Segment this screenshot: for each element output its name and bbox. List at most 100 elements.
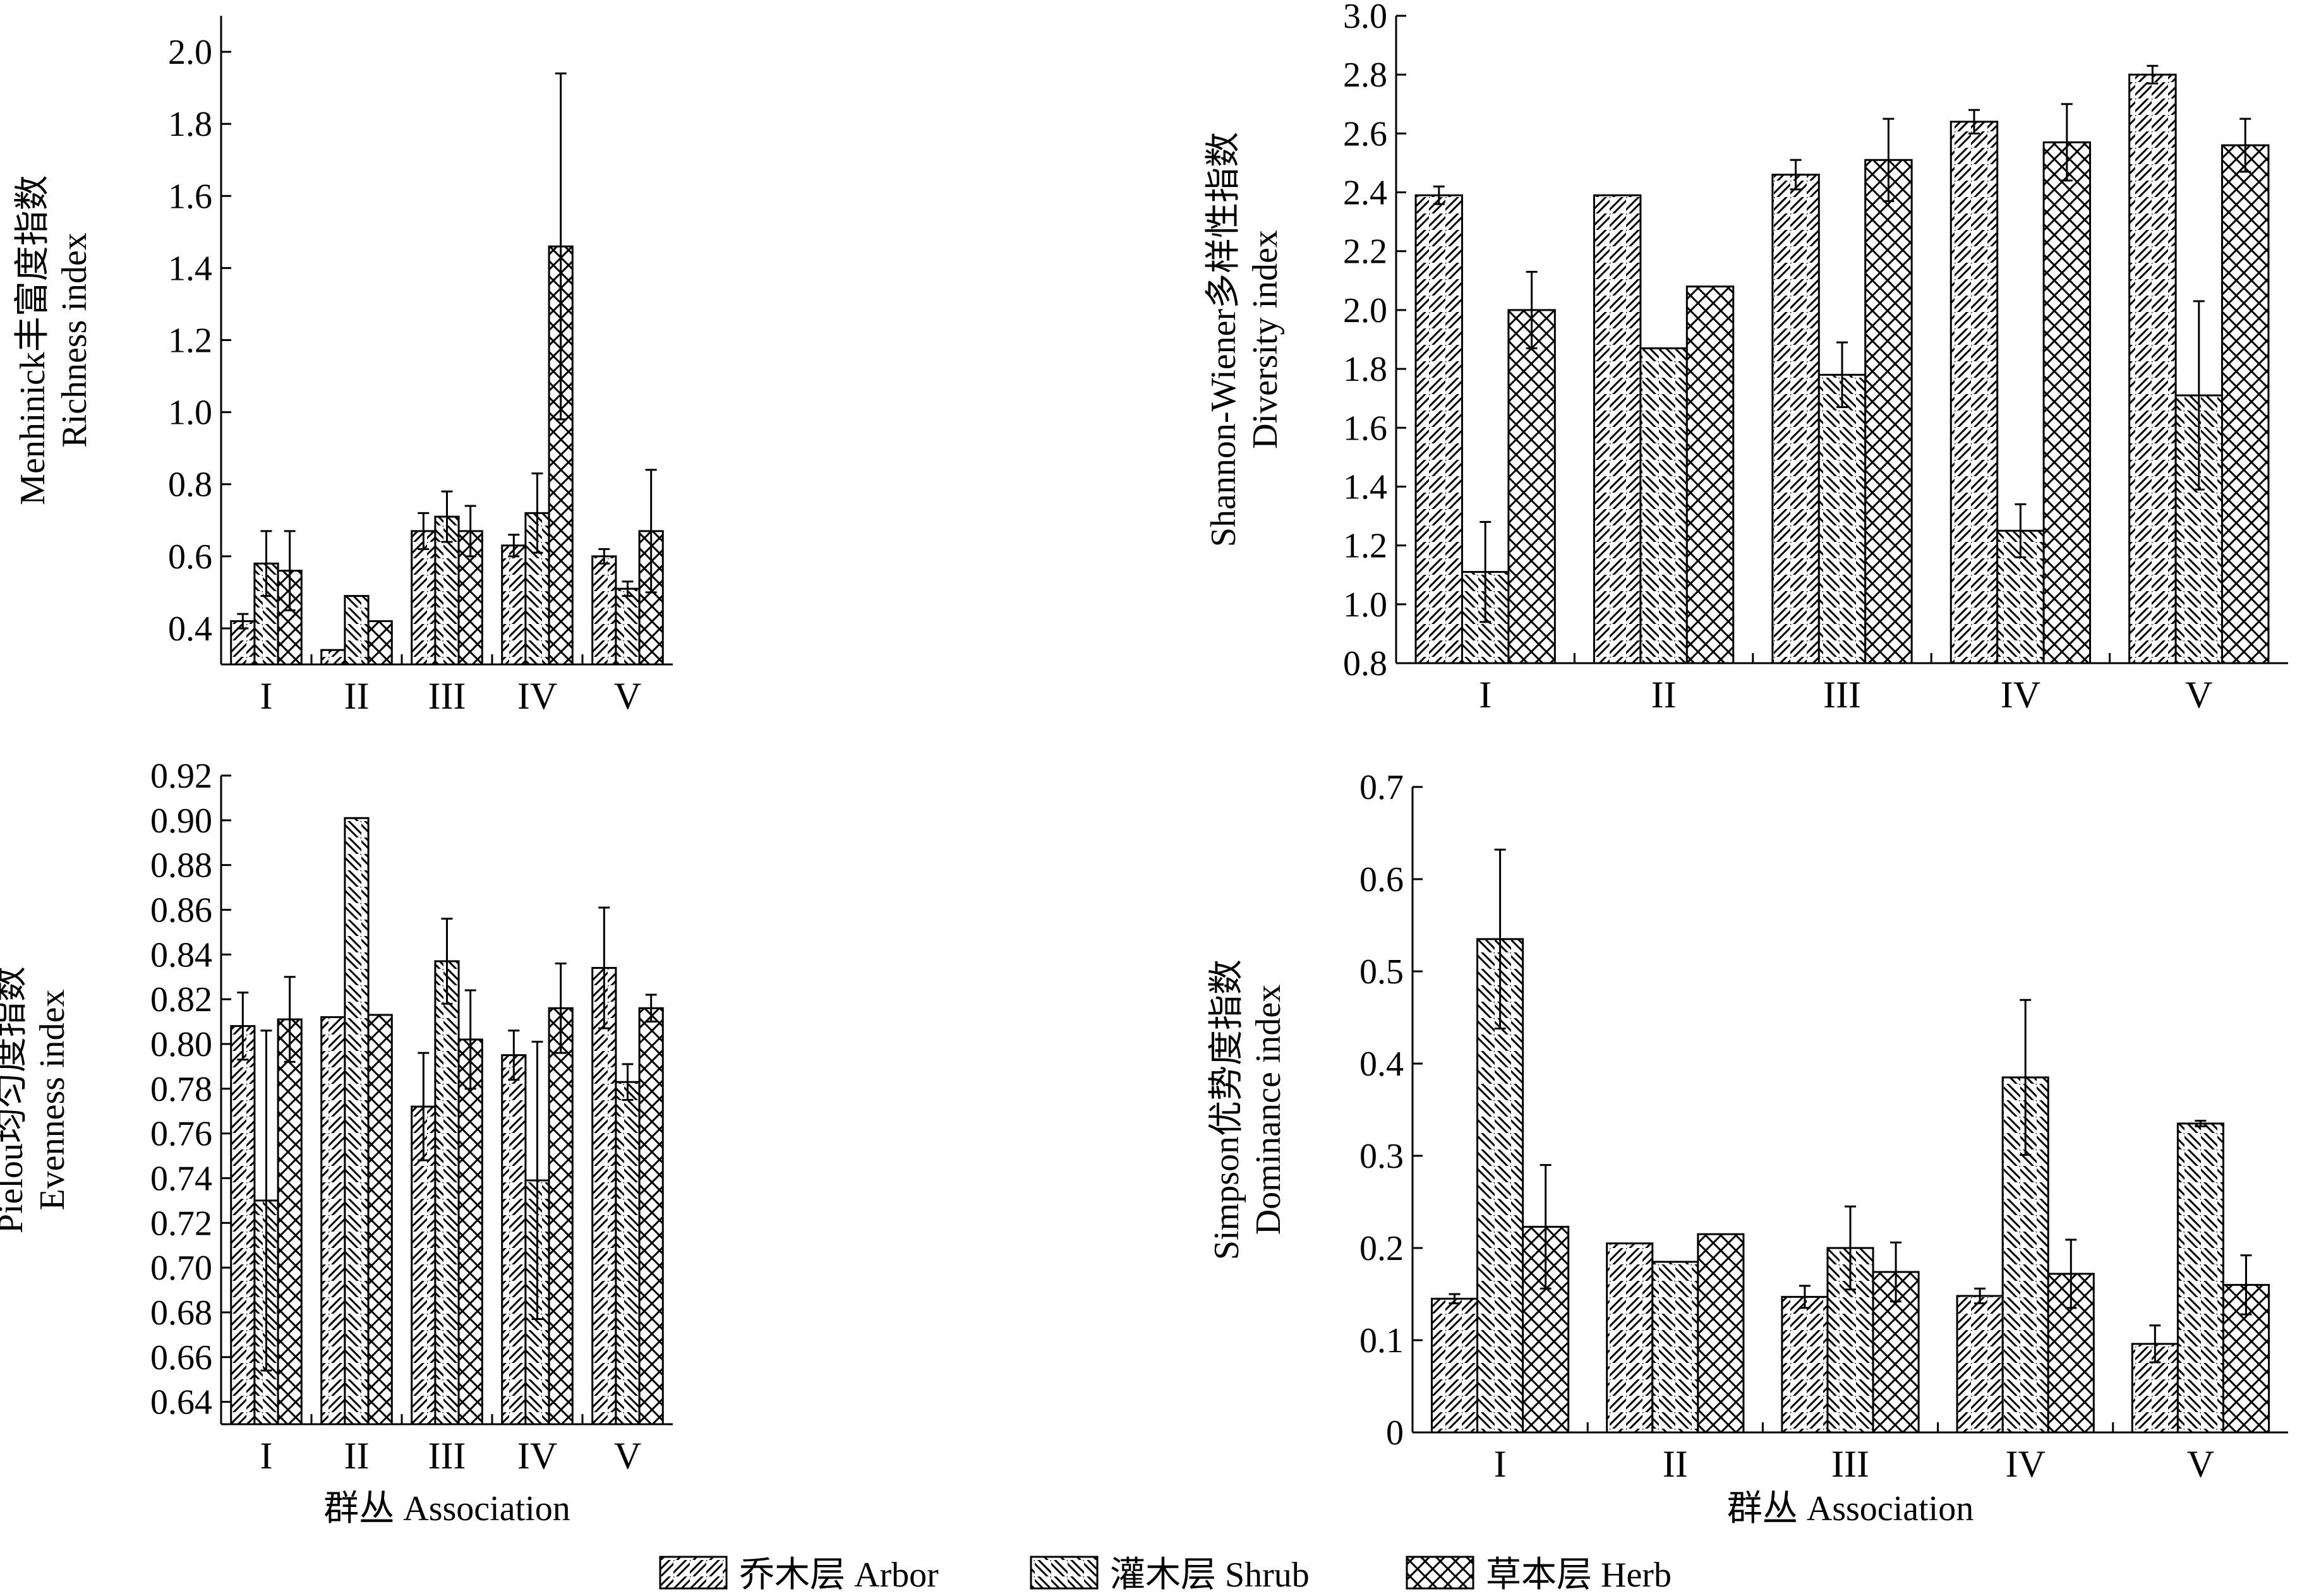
bar-arbor — [1593, 194, 1642, 664]
y-axis-label: Simpson优势度指数Dominance index — [1207, 959, 1288, 1260]
bar-arbor — [591, 967, 617, 1425]
y-tick-label: 3.0 — [1343, 0, 1387, 36]
y-tick-label: 1.2 — [1343, 527, 1387, 566]
bar-shrub — [1651, 1261, 1699, 1434]
bar-arbor — [1430, 1297, 1479, 1434]
y-tick-label: 0.5 — [1359, 952, 1404, 992]
x-axis-label: 群丛 Association — [323, 1489, 570, 1528]
y-axis-label-line: Pielou均匀度指数 — [0, 966, 30, 1233]
bar-herb — [367, 620, 393, 666]
x-tick-label: V — [2187, 1443, 2214, 1485]
bar-arbor — [1781, 1295, 1829, 1434]
y-tick-label: 2.0 — [1343, 291, 1387, 330]
bar-arbor — [320, 1016, 346, 1425]
y-tick-label: 0.86 — [150, 891, 212, 930]
bar-shrub — [344, 817, 370, 1425]
bar-herb — [1697, 1233, 1745, 1434]
y-tick-label: 0.4 — [168, 609, 212, 649]
y-tick-label: 0.84 — [150, 935, 212, 975]
richness-chart: 0.40.60.81.01.21.41.61.82.0I II III IV VMenh… — [13, 16, 673, 717]
y-axis-label: Pielou均匀度指数Evenness index — [0, 966, 72, 1233]
y-axis-label-line: Shannon-Wiener多样性指数 — [1204, 132, 1243, 547]
x-tick-label: V — [2185, 674, 2212, 716]
x-tick-label: III — [428, 675, 466, 717]
bar-arbor — [2128, 73, 2177, 664]
y-tick-label: 0.72 — [150, 1204, 212, 1243]
y-axis-label: Menhinick丰富度指数Richness index — [13, 175, 94, 505]
x-tick-label: I — [1479, 674, 1491, 716]
y-tick-label: 0.92 — [150, 757, 212, 796]
bar-shrub — [615, 587, 641, 666]
legend-swatch-shrub — [1030, 1556, 1099, 1590]
bar-arbor — [1606, 1242, 1654, 1434]
y-tick-label: 2.6 — [1343, 114, 1387, 153]
bar-herb — [548, 1007, 574, 1425]
x-tick-label: III — [428, 1435, 466, 1477]
bar-herb — [457, 1038, 483, 1425]
y-tick-label: 0.76 — [150, 1115, 212, 1154]
y-axis-label-line: Dominance index — [1249, 985, 1288, 1235]
bar-herb — [277, 1018, 303, 1425]
bar-arbor — [320, 649, 346, 666]
y-tick-label: 1.4 — [168, 249, 212, 288]
y-tick-label: 0 — [1386, 1413, 1404, 1453]
bar-arbor — [411, 530, 437, 666]
y-tick-label: 2.8 — [1343, 56, 1387, 95]
y-tick-label: 0.6 — [168, 537, 212, 577]
y-tick-label: 1.2 — [168, 321, 212, 361]
legend: 乔木层 Arbor 灌木层 Shrub 草本层 Herb — [659, 1556, 1672, 1595]
bar-arbor — [501, 1054, 527, 1425]
y-tick-label: 0.80 — [150, 1025, 212, 1064]
bar-herb — [1864, 159, 1913, 664]
y-tick-label: 1.0 — [168, 393, 212, 433]
legend-swatch-arbor — [659, 1556, 728, 1590]
y-axis-label-line: Simpson优势度指数 — [1207, 959, 1246, 1260]
x-tick-label: II — [344, 1435, 370, 1477]
x-tick-label: I — [260, 675, 273, 717]
y-tick-label: 1.6 — [1343, 409, 1387, 448]
legend-label-arbor: 乔木层 Arbor — [739, 1556, 939, 1595]
bar-arbor — [591, 555, 617, 666]
y-axis-label-line: Richness index — [55, 232, 94, 448]
y-tick-label: 0.4 — [1359, 1045, 1404, 1084]
y-tick-label: 0.8 — [168, 465, 212, 505]
bar-herb — [638, 1007, 664, 1425]
x-tick-label: IV — [517, 1435, 557, 1477]
y-tick-label: 0.1 — [1359, 1321, 1404, 1360]
bar-herb — [2221, 144, 2270, 664]
bar-shrub — [434, 960, 460, 1425]
bar-shrub — [1639, 347, 1688, 664]
y-tick-label: 0.82 — [150, 980, 212, 1019]
y-tick-label: 2.4 — [1343, 174, 1387, 213]
y-tick-label: 0.66 — [150, 1338, 212, 1377]
y-tick-label: 0.2 — [1359, 1229, 1404, 1268]
legend-label-herb: 草本层 Herb — [1486, 1556, 1672, 1595]
bar-herb — [2042, 141, 2092, 664]
x-tick-label: II — [1651, 674, 1677, 716]
y-tick-label: 0.64 — [150, 1383, 212, 1422]
y-axis-label-line: Diversity index — [1246, 230, 1285, 449]
x-axis-label: 群丛 Association — [1727, 1489, 1974, 1528]
bar-shrub — [615, 1081, 641, 1425]
y-tick-label: 0.88 — [150, 846, 212, 885]
bar-arbor — [1771, 174, 1820, 664]
y-tick-label: 2.0 — [168, 33, 212, 72]
y-axis-label: Shannon-Wiener多样性指数Diversity index — [1204, 132, 1285, 547]
x-tick-label: V — [614, 1435, 641, 1477]
y-tick-label: 0.78 — [150, 1070, 212, 1109]
x-tick-label: III — [1823, 674, 1861, 716]
x-tick-label: II — [344, 675, 370, 717]
bar-herb — [367, 1014, 393, 1425]
diversity-chart: 0.81.01.21.41.61.82.02.22.42.62.83.0I II I… — [1204, 0, 2288, 716]
y-tick-label: 0.90 — [150, 801, 212, 841]
bar-arbor — [501, 544, 527, 666]
dominance-chart: 00.10.20.30.40.50.60.7I II III IV VSimpson优势… — [1207, 768, 2288, 1528]
bar-arbor — [1956, 1295, 2004, 1434]
bar-arbor — [230, 1025, 256, 1425]
bar-shrub — [2176, 1122, 2224, 1434]
x-tick-label: I — [1494, 1443, 1507, 1485]
y-tick-label: 0.70 — [150, 1249, 212, 1288]
legend-label-shrub: 灌木层 Shrub — [1110, 1556, 1310, 1595]
y-tick-label: 1.0 — [1343, 585, 1387, 625]
